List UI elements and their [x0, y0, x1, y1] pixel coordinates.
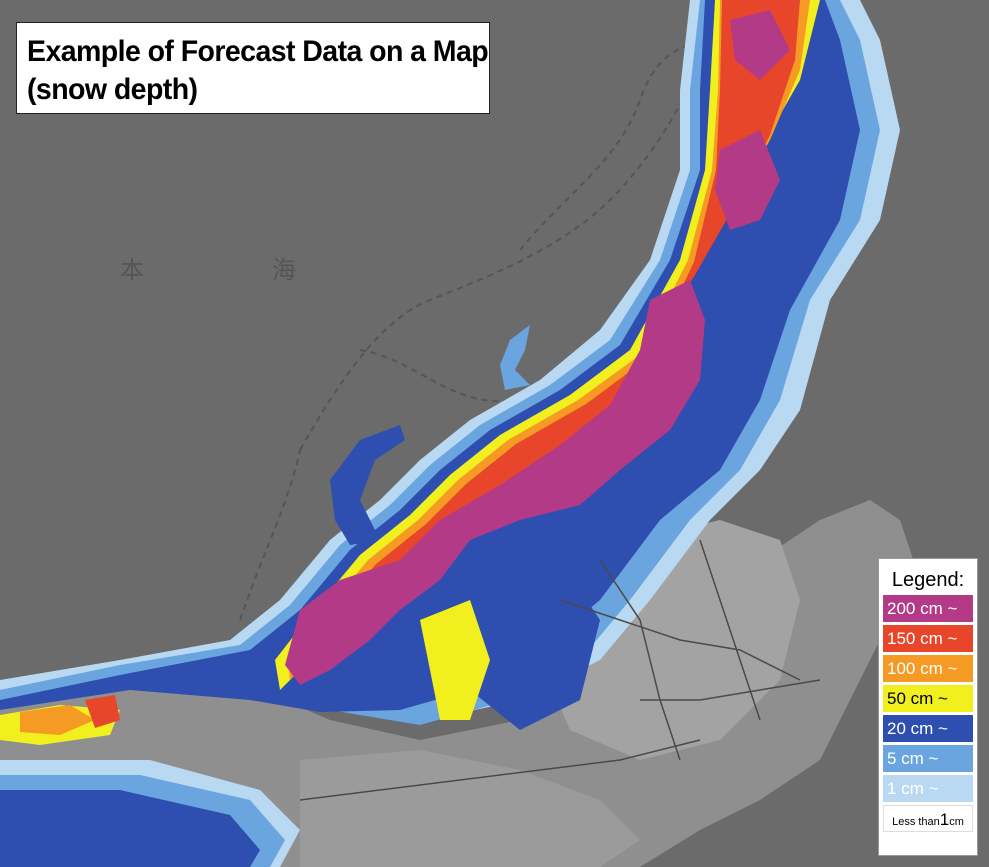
legend-item-100cm: 100 cm ~	[883, 655, 973, 682]
map-title: Example of Forecast Data on a Map	[27, 35, 489, 68]
legend-item-5cm: 5 cm ~	[883, 745, 973, 772]
legend-last-number: 1	[939, 810, 950, 829]
snow-200cm	[285, 10, 790, 685]
legend-item-less-than-1cm: Less than1cm	[883, 805, 973, 832]
map-title-box: Example of Forecast Data on a Map (snow …	[16, 22, 490, 114]
map-subtitle: (snow depth)	[27, 73, 198, 106]
sea-name-label-1: 本	[120, 256, 144, 284]
sea-name-label-2: 海	[272, 256, 296, 284]
legend-item-20cm: 20 cm ~	[883, 715, 973, 742]
legend-item-1cm: 1 cm ~	[883, 775, 973, 802]
legend: Legend: 200 cm ~ 150 cm ~ 100 cm ~ 50 cm…	[878, 558, 978, 856]
legend-title: Legend:	[891, 569, 965, 591]
road-network	[299, 539, 821, 801]
legend-last-text-1: Less than	[892, 816, 940, 828]
legend-item-150cm: 150 cm ~	[883, 625, 973, 652]
legend-item-200cm: 200 cm ~	[883, 595, 973, 622]
legend-item-50cm: 50 cm ~	[883, 685, 973, 712]
legend-last-text-2: cm	[949, 816, 964, 828]
